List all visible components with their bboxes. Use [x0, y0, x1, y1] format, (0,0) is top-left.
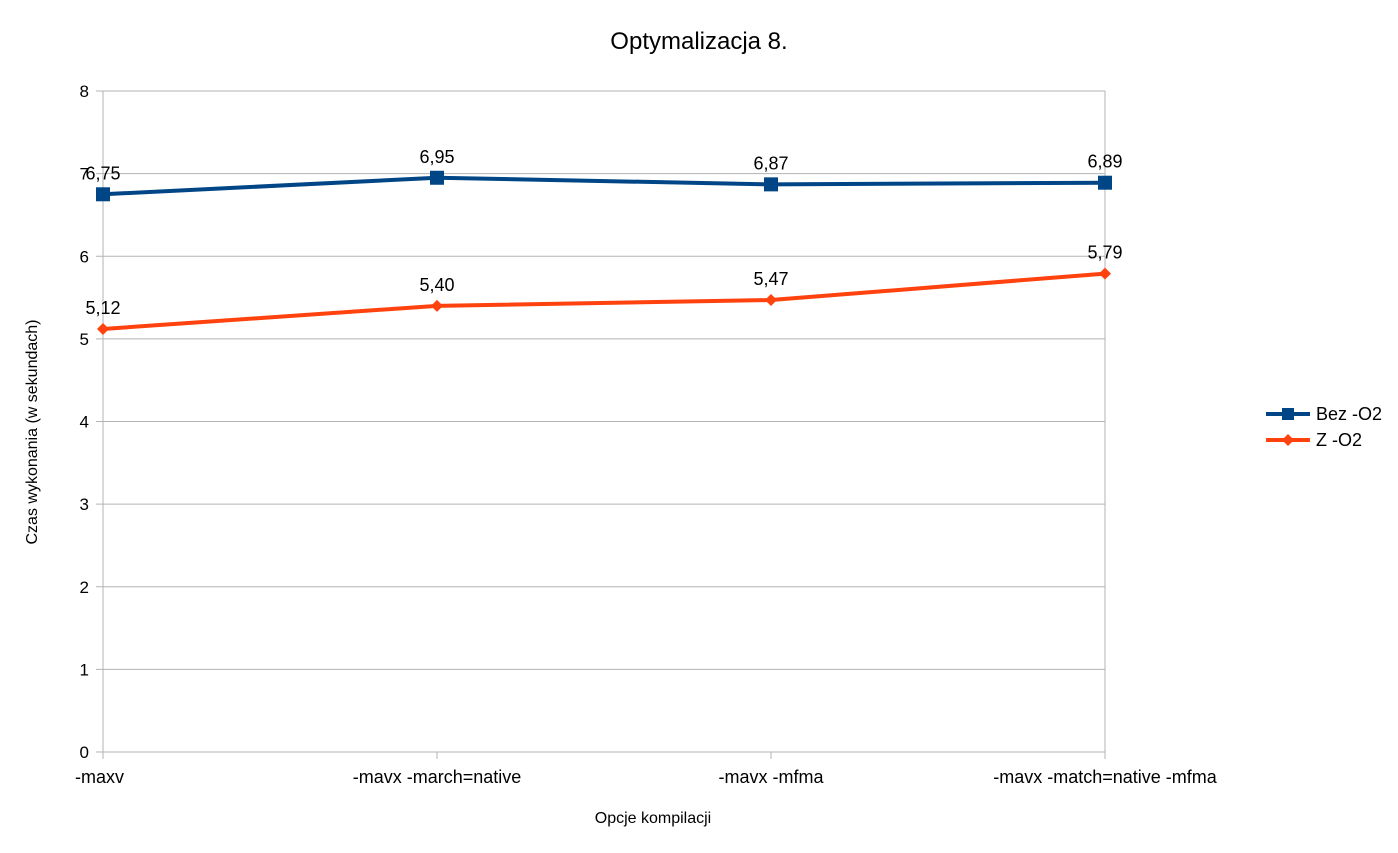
y-tick-label: 7: [80, 165, 89, 184]
axes: 0 1 2 3 4 5 6 7 8 -maxv -mavx -march=native -mavx -…: [75, 82, 1218, 787]
data-label: 5,79: [1087, 243, 1122, 263]
y-tick-label: 0: [80, 743, 89, 762]
data-label: 6,89: [1087, 152, 1122, 172]
y-tick-label: 2: [80, 578, 89, 597]
y-tick-label: 5: [80, 330, 89, 349]
data-point-marker: [430, 170, 444, 185]
y-tick-label: 4: [80, 413, 89, 432]
data-label: 5,47: [753, 269, 788, 289]
legend-label-bez-o2: Bez -O2: [1316, 403, 1383, 424]
legend-label-z-o2: Z -O2: [1316, 429, 1363, 450]
y-tick-label: 1: [80, 660, 89, 679]
y-tick-label: 3: [80, 495, 89, 514]
data-label: 6,95: [419, 147, 454, 167]
data-point-marker: [765, 294, 777, 307]
data-point-marker: [1098, 175, 1112, 190]
data-point-marker: [96, 187, 110, 202]
x-tick-label: -mavx -march=native: [353, 767, 522, 787]
data-label: 6,87: [753, 153, 788, 173]
y-axis-label: Czas wykonania (w sekundach): [24, 319, 41, 545]
x-tick-label: -mavx -match=native -mfma: [993, 767, 1218, 787]
data-point-marker: [431, 299, 443, 312]
y-tick-label: 8: [80, 82, 89, 101]
data-point-marker: [1099, 267, 1111, 280]
series-lines: [96, 170, 1112, 335]
data-point-marker: [97, 322, 109, 335]
data-labels: 6,75 6,95 6,87 6,89 5,12 5,40 5,47 5,79: [85, 147, 1122, 318]
y-tick-label: 6: [80, 247, 89, 266]
legend-item-bez-o2: Bez -O2: [1266, 401, 1382, 427]
data-point-marker: [764, 177, 778, 192]
series-line-1: [102, 175, 1106, 197]
data-label: 5,12: [85, 298, 120, 318]
chart-title: Optymalizacja 8.: [610, 28, 788, 55]
legend-item-z-o2: Z -O2: [1266, 427, 1382, 453]
x-tick-label: -mavx -mfma: [719, 767, 825, 787]
data-label: 5,40: [419, 275, 454, 295]
legend-swatch-bez-o2: [1266, 408, 1310, 420]
data-label: 6,75: [85, 163, 120, 183]
series-line-2: [102, 271, 1106, 331]
legend-swatch-z-o2: [1266, 434, 1310, 446]
x-tick-label: -maxv: [75, 767, 124, 787]
x-axis-label: Opcje kompilacji: [594, 810, 712, 827]
legend: Bez -O2 Z -O2: [1266, 401, 1382, 453]
grid-lines: [103, 90, 1106, 753]
